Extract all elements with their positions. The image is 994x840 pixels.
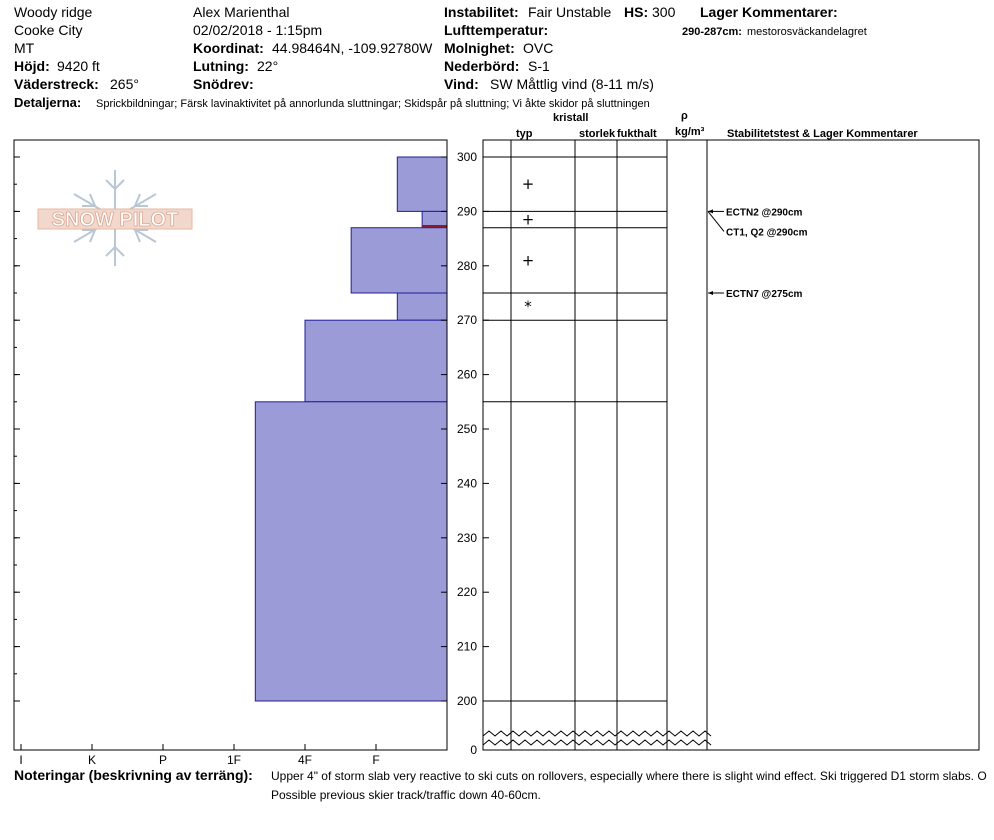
hardness-layer-4 bbox=[304, 319, 448, 403]
slope-value: 22° bbox=[257, 58, 279, 74]
depth-tick-label-10: 290 bbox=[457, 204, 477, 218]
hardness-tick-label-2: P bbox=[159, 753, 167, 767]
axis-break-bottom bbox=[482, 739, 712, 746]
depth-tick-label-2: 210 bbox=[457, 640, 477, 654]
crystal-symbol-2: + bbox=[522, 251, 535, 269]
precip-value: S-1 bbox=[528, 58, 550, 74]
column-rho: ρ bbox=[681, 110, 688, 122]
stability-test-arrow-0 bbox=[708, 209, 713, 214]
axis-break-top bbox=[482, 730, 712, 737]
hs-label: HS: bbox=[624, 4, 649, 20]
axis-ticks: 0 200 210 220 230 240 250 260 270 280 290 300 I K P 1F 4… bbox=[14, 150, 489, 767]
drift-label: Snödrev: bbox=[193, 76, 254, 92]
stability-test-arrow-2 bbox=[708, 291, 713, 295]
hardness-tick-label-3: 1F bbox=[227, 753, 241, 767]
column-storlek: storlek bbox=[579, 128, 616, 140]
coordinate-label: Koordinat: bbox=[193, 40, 264, 56]
crystal-symbol-0: + bbox=[522, 175, 535, 193]
hardness-layer-0 bbox=[396, 156, 448, 212]
details-value: Sprickbildningar; Färsk lavinaktivitet p… bbox=[96, 98, 650, 110]
column-density-unit: kg/m³ bbox=[675, 126, 705, 138]
stability-tests: ECTN2 @290cm CT1, Q2 @290cm ECTN7 @275cm bbox=[707, 207, 808, 300]
layer-comments-label: Lager Kommentarer: bbox=[700, 4, 838, 20]
crystal-symbols: + + + * bbox=[522, 175, 535, 315]
stability-test-label-0: ECTN2 @290cm bbox=[726, 207, 803, 218]
wind-value: SW Måttlig vind (8-11 m/s) bbox=[490, 76, 654, 92]
hardness-tick-label-0: I bbox=[19, 753, 22, 767]
logo-text: SNOW PILOT bbox=[52, 209, 179, 231]
depth-tick-label-11: 300 bbox=[457, 150, 477, 164]
hardness-layers bbox=[254, 156, 448, 702]
city-name: Cooke City bbox=[14, 22, 83, 38]
instability-label: Instabilitet: bbox=[444, 4, 519, 20]
hardness-tick-label-1: K bbox=[88, 753, 96, 767]
notes-line-2: Possible previous skier track/traffic do… bbox=[271, 788, 541, 802]
column-typ: typ bbox=[516, 128, 533, 140]
depth-tick-label-5: 240 bbox=[457, 476, 477, 490]
column-stability: Stabilitetstest & Lager Kommentarer bbox=[727, 128, 918, 140]
depth-tick-label-0: 0 bbox=[470, 743, 477, 757]
coordinate-value: 44.98464N, -109.92780W bbox=[272, 40, 433, 56]
depth-tick-label-4: 230 bbox=[457, 531, 477, 545]
depth-tick-label-9: 280 bbox=[457, 259, 477, 273]
elevation-value: 9420 ft bbox=[57, 58, 100, 74]
state-name: MT bbox=[14, 40, 35, 56]
depth-tick-label-8: 270 bbox=[457, 313, 477, 327]
crystal-symbol-1: + bbox=[522, 211, 535, 229]
layer-comment-range: 290-287cm: bbox=[682, 26, 742, 38]
wind-label: Vind: bbox=[444, 76, 479, 92]
hardness-tick-label-4: 4F bbox=[298, 753, 312, 767]
stability-test-label-1: CT1, Q2 @290cm bbox=[726, 227, 808, 238]
crystal-symbol-3: * bbox=[524, 298, 532, 316]
stability-test-label-2: ECTN7 @275cm bbox=[726, 289, 803, 300]
notes-line-1: Upper 4" of storm slab very reactive to … bbox=[271, 769, 987, 783]
depth-tick-label-3: 220 bbox=[457, 585, 477, 599]
layer-comment-text: mestorosväckandelagret bbox=[747, 26, 867, 38]
hardness-layer-3 bbox=[396, 292, 448, 321]
instability-value: Fair Unstable bbox=[528, 4, 612, 20]
elevation-label: Höjd: bbox=[14, 58, 50, 74]
aspect-label: Väderstreck: bbox=[14, 76, 99, 92]
column-kristall: kristall bbox=[553, 112, 589, 124]
hs-value: 300 bbox=[652, 4, 676, 20]
hardness-plot-frame bbox=[13, 139, 448, 751]
hardness-layer-2 bbox=[350, 227, 448, 294]
depth-tick-label-7: 260 bbox=[457, 368, 477, 382]
aspect-value: 265° bbox=[110, 76, 139, 92]
observation-datetime: 02/02/2018 - 1:15pm bbox=[193, 22, 323, 38]
hardness-layer-5 bbox=[254, 401, 448, 702]
cloud-label: Molnighet: bbox=[444, 40, 515, 56]
precip-label: Nederbörd: bbox=[444, 58, 520, 74]
depth-tick-label-1: 200 bbox=[457, 694, 477, 708]
details-label: Detaljerna: bbox=[14, 95, 82, 110]
stability-test-leader-1 bbox=[707, 211, 725, 232]
airtemp-label: Lufttemperatur: bbox=[444, 22, 549, 38]
observer-name: Alex Marienthal bbox=[193, 4, 290, 20]
weak-layer-marker bbox=[422, 225, 447, 227]
column-fukthalt: fukthalt bbox=[617, 128, 657, 140]
cloud-value: OVC bbox=[523, 40, 554, 56]
hardness-tick-label-5: F bbox=[372, 753, 379, 767]
snowpilot-logo: SNOW PILOT bbox=[37, 170, 193, 266]
depth-tick-label-6: 250 bbox=[457, 422, 477, 436]
chart-frame bbox=[13, 139, 980, 751]
location-name: Woody ridge bbox=[14, 4, 93, 20]
slope-label: Lutning: bbox=[193, 58, 249, 74]
notes-label: Noteringar (beskrivning av terräng): bbox=[14, 767, 253, 783]
profile-table-frame bbox=[482, 139, 980, 751]
